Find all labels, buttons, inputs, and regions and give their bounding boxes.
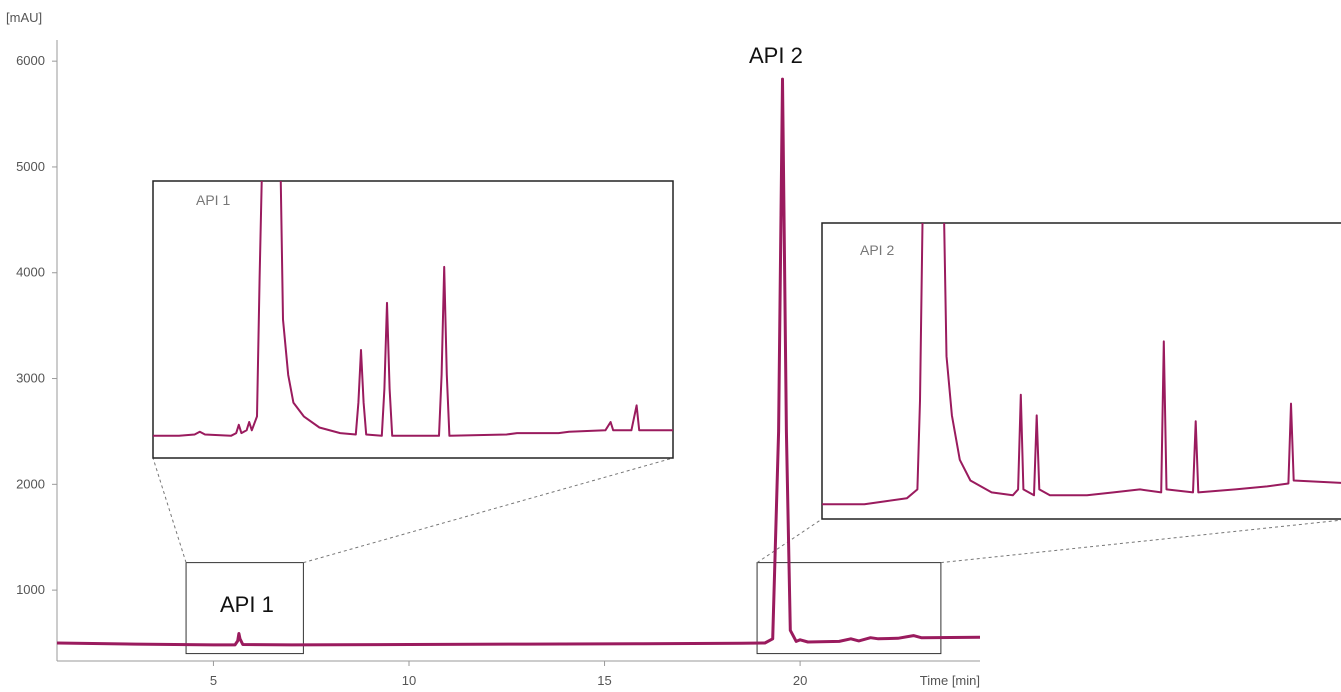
ticks: 5 10 15 20 1000 2000 3000 4000 5000 6000 — [16, 53, 807, 688]
inset-frame — [821, 222, 1341, 520]
x-tick-label: 5 — [210, 673, 217, 688]
y-tick-label: 2000 — [16, 476, 45, 491]
x-axis-label: Time [min] — [920, 673, 980, 688]
zoom-connector-line — [940, 519, 1341, 564]
x-tick-label: 15 — [597, 673, 611, 688]
zoom-region-box — [185, 562, 304, 655]
axes: [mAU] Time [min] — [6, 10, 980, 688]
zoom-connector-line — [303, 457, 674, 564]
zoom-guides — [152, 457, 1341, 655]
main-trace — [56, 77, 981, 647]
x-tick-label: 20 — [793, 673, 807, 688]
y-tick-label: 1000 — [16, 582, 45, 597]
y-tick-label: 4000 — [16, 265, 45, 280]
peak-label-api2: API 2 — [749, 43, 803, 68]
inset-trace-line — [153, 181, 673, 437]
y-tick-label: 5000 — [16, 159, 45, 174]
inset-trace-line — [822, 223, 1341, 506]
zoom-region-box — [756, 562, 942, 655]
y-axis-unit: [mAU] — [6, 10, 42, 25]
zoom-connector-line — [152, 457, 187, 563]
x-tick-label: 10 — [402, 673, 416, 688]
inset-label: API 1 — [196, 192, 230, 208]
inset-panel: API 2 — [821, 222, 1341, 520]
peak-label-api1: API 1 — [220, 592, 274, 617]
insets: API 1 API 2 — [152, 180, 1341, 520]
y-tick-label: 6000 — [16, 53, 45, 68]
series-line — [56, 77, 981, 647]
y-tick-label: 3000 — [16, 371, 45, 386]
zoom-connector-line — [756, 518, 823, 564]
inset-frame — [152, 180, 674, 459]
inset-label: API 2 — [860, 242, 894, 258]
inset-panel: API 1 — [152, 180, 674, 459]
